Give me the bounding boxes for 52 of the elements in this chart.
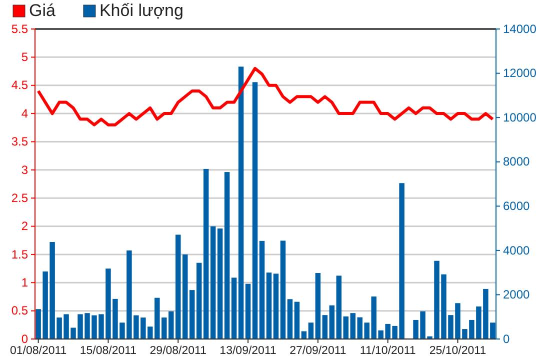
bar bbox=[287, 299, 293, 339]
y-tick-label: 3.5 bbox=[11, 134, 28, 149]
y2-tick-label: 2000 bbox=[503, 288, 530, 302]
bar bbox=[336, 276, 342, 339]
y-tick-label: 5.5 bbox=[11, 22, 28, 36]
bar bbox=[273, 274, 279, 339]
bar bbox=[259, 240, 265, 339]
bar bbox=[196, 262, 202, 339]
bar bbox=[217, 228, 223, 339]
x-tick-label: 29/08/2011 bbox=[150, 345, 206, 358]
y2-tick-label: 12000 bbox=[503, 66, 537, 80]
y2-tick-label: 10000 bbox=[503, 110, 537, 124]
y-tick-label: 5 bbox=[21, 50, 28, 64]
legend-label: Giá bbox=[29, 1, 56, 20]
y2-tick-label: 4000 bbox=[503, 243, 530, 258]
bar bbox=[329, 305, 335, 339]
bar bbox=[308, 322, 314, 339]
bar bbox=[182, 254, 188, 339]
bar bbox=[224, 172, 230, 339]
y2-tick-label: 0 bbox=[503, 332, 510, 346]
x-tick-label: 25/10/2011 bbox=[429, 345, 486, 358]
y-tick-label: 2.5 bbox=[11, 190, 28, 205]
y-tick-label: 2 bbox=[21, 219, 28, 234]
y-tick-label: 0.5 bbox=[11, 304, 28, 318]
y-tick-label: 4.5 bbox=[11, 78, 28, 92]
bar bbox=[210, 226, 216, 339]
y-tick-label: 3 bbox=[21, 162, 28, 177]
y2-tick-label: 6000 bbox=[503, 198, 530, 213]
x-tick-label: 27/09/2011 bbox=[290, 345, 346, 358]
bar bbox=[238, 66, 244, 339]
x-tick-label: 01/08/2011 bbox=[10, 345, 67, 358]
bar bbox=[203, 168, 209, 339]
x-tick-label: 13/09/2011 bbox=[220, 345, 276, 358]
y-tick-label: 1 bbox=[21, 275, 28, 290]
bar bbox=[266, 272, 272, 339]
legend-label: Khối lượng bbox=[99, 1, 184, 20]
bar bbox=[343, 316, 349, 339]
bar bbox=[315, 273, 321, 339]
y-tick-label: 1.5 bbox=[11, 247, 28, 262]
bar bbox=[245, 284, 251, 339]
y2-tick-label: 14000 bbox=[503, 22, 537, 36]
bar bbox=[231, 278, 237, 339]
bar bbox=[189, 290, 195, 339]
y2-tick-label: 8000 bbox=[503, 154, 530, 169]
bar bbox=[322, 315, 328, 339]
x-tick-label: 11/10/2011 bbox=[360, 345, 416, 358]
bar bbox=[294, 302, 300, 339]
bar bbox=[280, 240, 286, 339]
y-tick-label: 4 bbox=[21, 106, 28, 120]
x-tick-label: 15/08/2011 bbox=[80, 345, 137, 358]
y-tick-label: 0 bbox=[21, 332, 28, 346]
bar bbox=[252, 82, 258, 339]
